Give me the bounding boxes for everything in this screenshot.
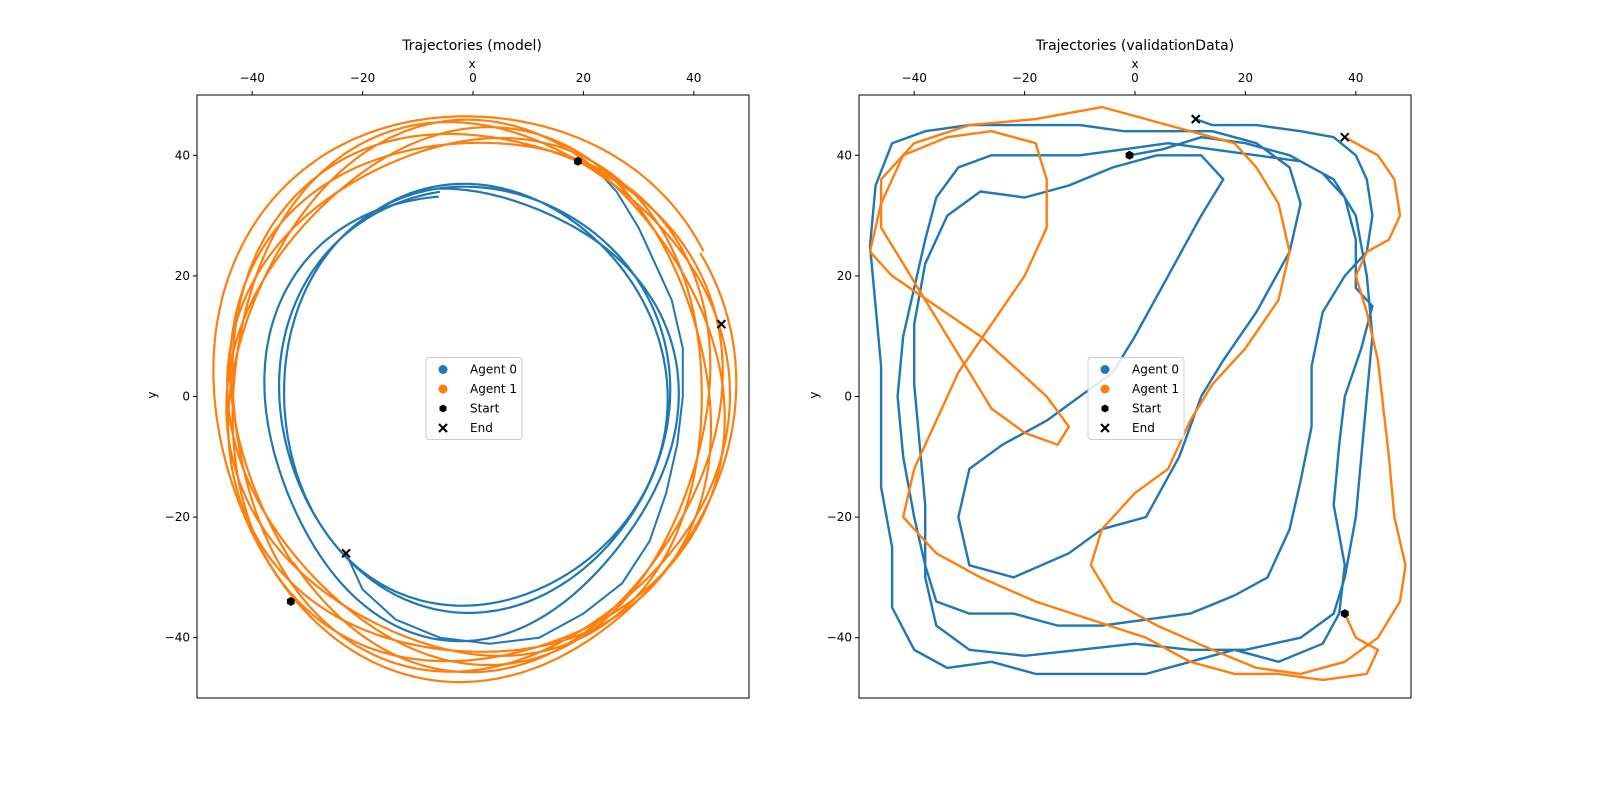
end-marker xyxy=(1191,114,1201,124)
legend-swatch xyxy=(1100,384,1110,394)
x-tick-label: −40 xyxy=(902,71,927,85)
end-marker xyxy=(716,319,727,329)
legend-swatch xyxy=(438,384,448,394)
legend-label: Agent 1 xyxy=(470,382,517,396)
y-tick-label: −40 xyxy=(827,631,852,645)
legend-start-icon xyxy=(439,404,447,413)
end-marker xyxy=(1340,132,1350,142)
legend-start-icon xyxy=(1101,404,1109,413)
axes-frame xyxy=(196,94,750,699)
legend: Agent 0 Agent 1 Start End xyxy=(425,357,523,440)
y-tick-label: 0 xyxy=(844,390,852,404)
legend-label: Start xyxy=(1132,402,1162,416)
x-tick-label: 20 xyxy=(1238,71,1253,85)
legend-box xyxy=(425,357,523,440)
legend-end-icon xyxy=(438,423,448,433)
y-tick-label: 40 xyxy=(175,148,190,162)
y-tick-label: −20 xyxy=(827,510,852,524)
series-agent-1-loop xyxy=(212,115,738,684)
axes-frame xyxy=(858,94,1412,699)
x-tick-label: −40 xyxy=(240,71,265,85)
end-marker xyxy=(341,548,351,558)
x-tick-label: 40 xyxy=(686,71,701,85)
x-ticks: −40 −20 0 20 40 xyxy=(240,71,701,95)
y-axis-label: y xyxy=(807,391,821,398)
x-tick-label: −20 xyxy=(350,71,375,85)
x-tick-label: −20 xyxy=(1012,71,1037,85)
y-ticks: 40 20 0 −20 −40 xyxy=(165,148,197,645)
start-marker xyxy=(1125,150,1134,160)
legend-label: Agent 0 xyxy=(470,363,517,377)
y-tick-label: −40 xyxy=(165,631,190,645)
panel-title: Trajectories (validationData) xyxy=(1035,38,1234,54)
legend-label: Agent 0 xyxy=(1132,363,1179,377)
panel-validation-data: Trajectories (validationData) x −40 −20 0 2… xyxy=(807,38,1412,699)
series-agent-0-tail xyxy=(345,160,684,645)
y-tick-label: −20 xyxy=(165,510,190,524)
plot-area xyxy=(868,105,1407,682)
legend-swatch xyxy=(438,365,448,374)
series-agent-0-loop xyxy=(278,182,672,615)
legend-swatch xyxy=(1100,365,1110,374)
legend-label: End xyxy=(1132,421,1155,435)
x-axis-label: x xyxy=(1131,57,1138,71)
series-agent-1-loop xyxy=(225,118,732,674)
y-axis-label: y xyxy=(145,391,159,398)
y-ticks: 40 20 0 −20 −40 xyxy=(827,148,859,645)
legend-label: Agent 1 xyxy=(1132,382,1179,396)
x-tick-label: 20 xyxy=(576,71,591,85)
series-agent-0-path xyxy=(868,117,1374,676)
series-agent-1-path xyxy=(868,105,1407,682)
panel-title: Trajectories (model) xyxy=(401,38,542,54)
panel-model: Trajectories (model) x −40 −20 0 20 40 40 20 0… xyxy=(145,38,750,699)
x-ticks: −40 −20 0 20 40 xyxy=(902,71,1363,95)
series-group xyxy=(212,115,738,684)
legend-end-icon xyxy=(1100,423,1110,433)
series-agent-0-loop xyxy=(263,187,680,643)
legend-label: Start xyxy=(470,402,500,416)
x-axis-label: x xyxy=(468,57,475,71)
series-group xyxy=(868,105,1407,682)
y-tick-label: 20 xyxy=(175,269,190,283)
x-tick-label: 40 xyxy=(1348,71,1363,85)
legend: Agent 0 Agent 1 Start End xyxy=(1087,357,1185,440)
start-marker xyxy=(286,597,295,606)
start-marker xyxy=(574,156,582,166)
legend-label: End xyxy=(470,421,493,435)
y-tick-label: 0 xyxy=(182,390,190,404)
plot-area xyxy=(212,115,738,684)
x-tick-label: 0 xyxy=(1131,71,1139,85)
y-tick-label: 20 xyxy=(837,269,852,283)
legend-box xyxy=(1087,357,1185,440)
start-marker xyxy=(1340,609,1349,619)
x-tick-label: 0 xyxy=(469,71,477,85)
y-tick-label: 40 xyxy=(837,148,852,162)
